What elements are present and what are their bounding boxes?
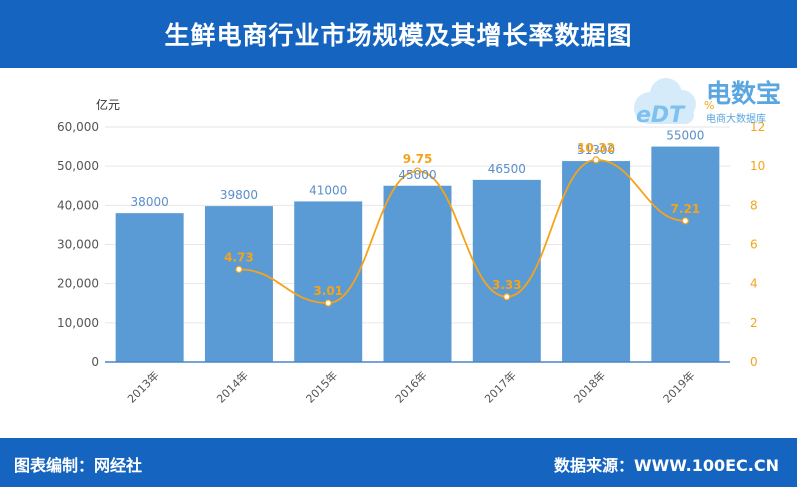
y-left-tick-label: 50,000 <box>57 159 99 173</box>
growth-point <box>235 265 243 273</box>
bar <box>294 201 363 362</box>
bar-data-label: 46500 <box>488 162 526 176</box>
header-bar: 生鲜电商行业市场规模及其增长率数据图 <box>0 0 797 68</box>
logo-edt-text: eDT <box>636 103 686 128</box>
y-right-axis-title: % <box>704 99 714 112</box>
y-left-tick-label: 30,000 <box>57 238 99 252</box>
y-left-tick-label: 0 <box>91 355 99 369</box>
growth-point <box>413 167 422 175</box>
growth-data-label: 3.01 <box>313 284 343 298</box>
bar-series <box>115 146 720 362</box>
y-left-axis-title: 亿元 <box>96 97 120 112</box>
bar-data-label: 38000 <box>131 195 169 209</box>
y-right-tick-label: 2 <box>750 316 758 330</box>
x-tick-label: 2018年 <box>571 368 608 405</box>
x-tick-label: 2015年 <box>303 368 340 405</box>
chart-area: 0 10,000 20,000 30,000 40,000 50,000 60,000 0 2 4… <box>0 68 797 438</box>
y-left-tick-label: 10,000 <box>57 316 99 330</box>
y-left-tick-label: 20,000 <box>57 277 99 291</box>
logo-subtitle: 电商大数据库 <box>706 112 766 125</box>
bar <box>204 206 273 362</box>
y-right-tick-label: 10 <box>750 159 765 173</box>
footer-credit: 图表编制：网经社 <box>14 456 143 475</box>
bar <box>472 179 541 362</box>
growth-data-label: 7.21 <box>671 202 701 216</box>
footer-source: 数据来源：WWW.100EC.CN <box>553 456 779 475</box>
edt-logo: eDT 电数宝 电商大数据库 <box>634 78 781 128</box>
page-title: 生鲜电商行业市场规模及其增长率数据图 <box>164 21 633 50</box>
bar <box>562 161 631 362</box>
bar-data-label: 51300 <box>577 143 615 157</box>
bar-data-label: 55000 <box>666 129 704 143</box>
growth-data-label: 9.75 <box>403 152 433 166</box>
x-tick-label: 2019年 <box>660 368 697 405</box>
bar-data-label: 41000 <box>309 183 347 197</box>
y-right-tick-label: 12 <box>750 120 765 134</box>
growth-line-series <box>235 156 689 307</box>
x-tick-label: 2013年 <box>124 368 161 405</box>
y-left-tick-label: 40,000 <box>57 198 99 212</box>
growth-point <box>592 156 600 164</box>
y-right-tick-label: 8 <box>750 198 758 212</box>
growth-data-label: 3.33 <box>492 278 522 292</box>
y-right-tick-label: 4 <box>750 277 758 291</box>
x-tick-label: 2014年 <box>214 368 251 405</box>
growth-point <box>681 217 689 225</box>
logo-cn-text: 电数宝 <box>706 79 781 108</box>
cloud-icon <box>634 78 696 124</box>
y-right-tick-label: 6 <box>750 238 758 252</box>
bar <box>115 213 184 362</box>
bar-data-label: 45000 <box>398 168 436 182</box>
footer-bar: 图表编制：网经社 数据来源：WWW.100EC.CN <box>0 438 797 487</box>
growth-point <box>324 299 332 307</box>
bar <box>651 146 720 362</box>
x-tick-label: 2016年 <box>392 368 429 405</box>
chart-svg: 0 10,000 20,000 30,000 40,000 50,000 60,000 0 2 4… <box>57 97 765 406</box>
y-right-tick-label: 0 <box>750 355 758 369</box>
growth-point <box>503 293 511 301</box>
x-tick-label: 2017年 <box>481 368 518 405</box>
growth-data-label: 4.73 <box>224 250 254 264</box>
bar <box>383 185 452 362</box>
growth-data-label: 10.32 <box>577 141 615 155</box>
data-labels: 38000 39800 41000 45000 46500 51300 55000 4.73 3… <box>131 129 705 298</box>
bar-data-label: 39800 <box>220 188 258 202</box>
y-left-tick-label: 60,000 <box>57 120 99 134</box>
